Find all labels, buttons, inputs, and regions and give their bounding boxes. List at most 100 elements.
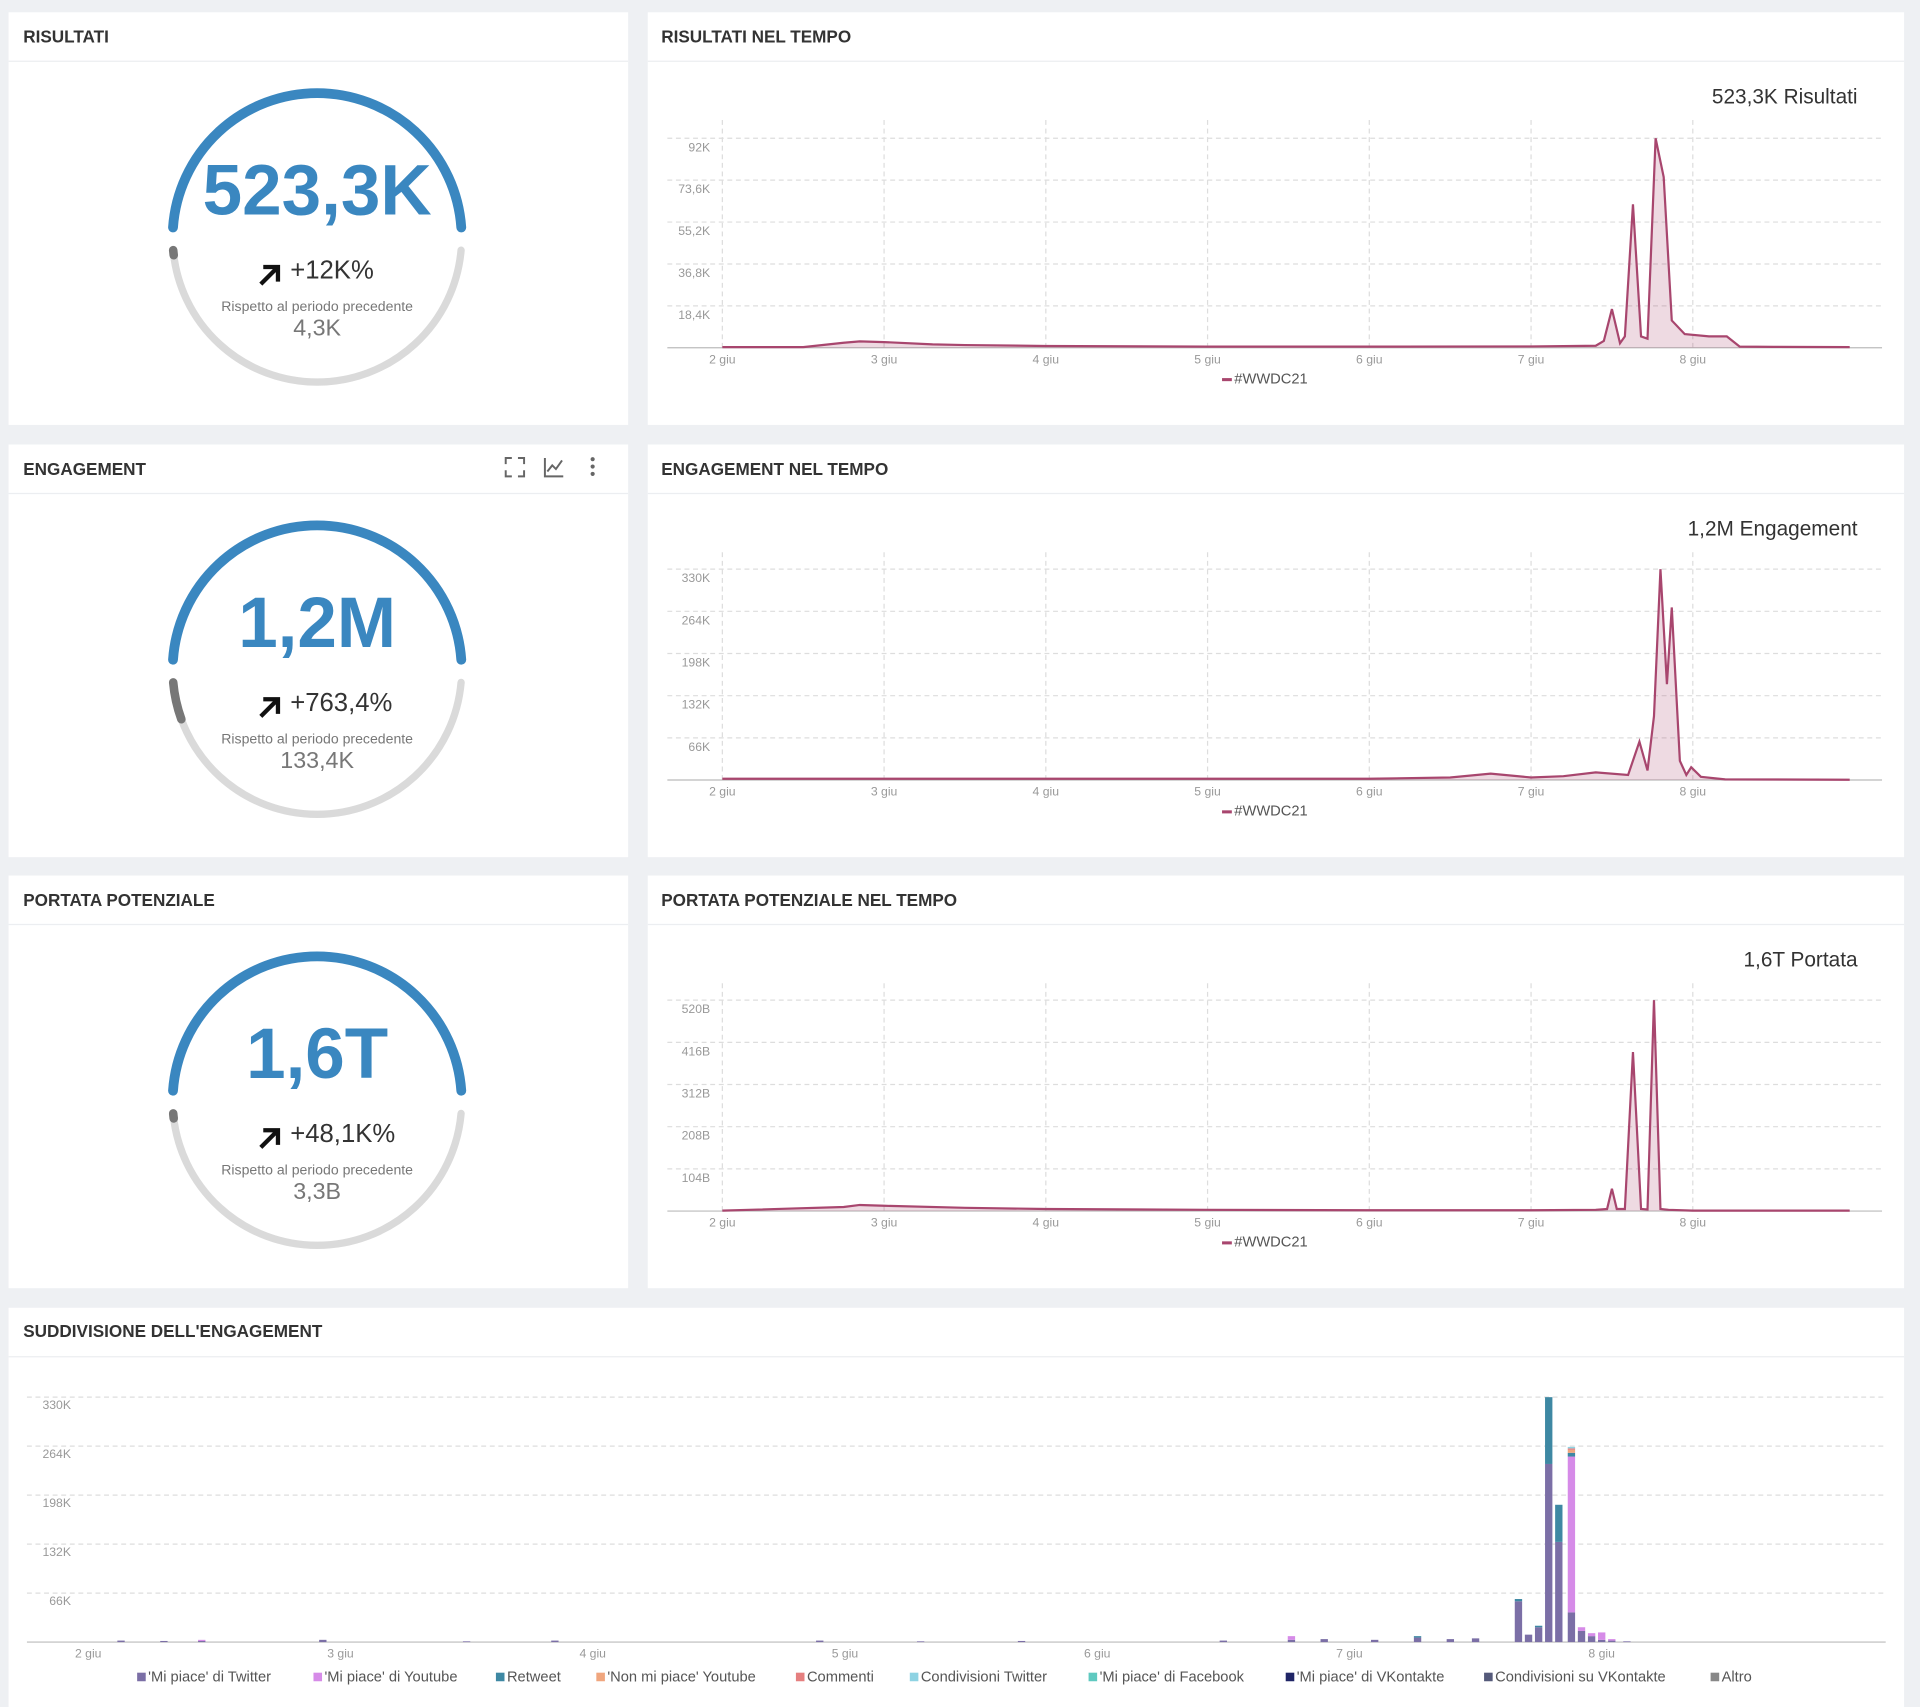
gauge-previous-value: 133,4K [280,747,354,773]
bar-segment [1534,1627,1543,1643]
bar-segment [1534,1625,1543,1628]
card-title: PORTATA POTENZIALE [23,890,215,910]
gauge-value: 523,3K [203,152,432,231]
legend-swatch [1088,1672,1098,1682]
bar-segment [1413,1636,1422,1638]
gauge-comparison: Rispetto al periodo precedente [221,1161,413,1177]
card [8,1307,1905,1707]
gauge-change: +12K% [290,257,374,285]
bar-segment [1514,1599,1523,1602]
x-tick-label: 6 giu [1356,1216,1383,1230]
bar-segment [1370,1639,1379,1643]
x-tick-label: 6 giu [1084,1647,1111,1661]
x-tick-label: 7 giu [1518,352,1545,366]
bar-segment [916,1641,925,1643]
y-tick-label: 73,6K [678,182,711,196]
legend-swatch [795,1672,805,1682]
card-title: RISULTATI NEL TEMPO [661,27,851,47]
y-tick-label: 330K [42,1398,71,1412]
bar-segment [1623,1641,1631,1643]
bar-segment [1567,1456,1576,1613]
x-tick-label: 2 giu [709,785,736,799]
gauge-track [169,246,465,386]
legend-swatch [313,1672,323,1682]
card-title: SUDDIVISIONE DELL'ENGAGEMENT [23,1321,323,1341]
gauge-previous [168,1109,179,1123]
bar-segment [198,1640,206,1643]
card-title: ENGAGEMENT NEL TEMPO [661,459,888,479]
chart-icon[interactable] [543,457,564,478]
expand-icon[interactable] [504,457,526,478]
card [8,444,629,858]
y-tick-label: 66K [49,1594,72,1608]
y-tick-label: 198K [682,656,711,670]
bar-segment [1219,1640,1227,1643]
legend-label: 'Non mi piace' Youtube [607,1669,756,1685]
x-tick-label: 8 giu [1680,785,1707,799]
card [8,12,629,425]
bar-segment [1608,1640,1616,1643]
x-tick-label: 5 giu [1194,352,1221,366]
y-tick-label: 330K [682,571,711,585]
y-tick-label: 416B [682,1044,711,1058]
bar-segment [1587,1633,1596,1637]
x-tick-label: 4 giu [1033,352,1060,366]
x-tick-label: 5 giu [1194,1216,1221,1230]
y-tick-label: 132K [682,698,711,712]
bar-segment [1555,1541,1563,1643]
bar-segment [1320,1639,1328,1643]
y-tick-label: 36,8K [678,266,711,280]
trend-arrow [259,1128,281,1149]
y-tick-label: 66K [688,740,711,754]
y-tick-label: 312B [682,1087,711,1101]
bar-segment [551,1640,559,1643]
menu-icon[interactable] [590,457,595,476]
bar-segment [1587,1636,1596,1643]
bar-segment [1577,1630,1586,1643]
bar-segment [117,1640,125,1643]
bar-segment [1524,1634,1533,1643]
gauge-previous [168,245,179,260]
line [722,138,1850,349]
gauge-arc [168,951,467,1096]
gauge-track [169,1109,465,1249]
gauge-change: +48,1K% [290,1120,395,1148]
bar-segment [1471,1638,1480,1643]
x-tick-label: 4 giu [579,1647,606,1661]
card [8,875,629,1289]
legend-swatch [909,1672,919,1682]
y-tick-label: 264K [682,613,711,627]
bar-segment [1287,1636,1296,1640]
engagement-tools[interactable] [504,457,595,478]
x-tick-label: 6 giu [1356,352,1383,366]
legend-swatch [1285,1672,1295,1682]
x-tick-label: 8 giu [1588,1647,1615,1661]
legend-label: 'Mi piace' di Youtube [324,1669,457,1685]
chart-total: 523,3K Risultati [1712,85,1858,108]
x-tick-label: 4 giu [1033,785,1060,799]
legend-label: #WWDC21 [1234,804,1307,820]
bar-segment [319,1639,327,1643]
chart-total: 1,6T Portata [1743,949,1858,972]
bar-segment [1287,1639,1296,1643]
x-tick-label: 8 giu [1680,1216,1707,1230]
gauge-comparison: Rispetto al periodo precedente [221,298,413,314]
x-tick-label: 5 giu [1194,785,1221,799]
gauge-comparison: Rispetto al periodo precedente [221,730,413,746]
bar-segment [1567,1449,1576,1453]
y-tick-label: 198K [42,1496,71,1510]
bar-segment [1413,1637,1422,1643]
x-tick-label: 2 giu [709,1216,736,1230]
bar-segment [1555,1504,1563,1542]
x-tick-label: 4 giu [1033,1216,1060,1230]
legend-label: #WWDC21 [1234,371,1307,387]
bar-segment [198,1639,206,1641]
legend-label: 'Mi piace' di Twitter [148,1669,271,1685]
x-tick-label: 2 giu [75,1647,102,1661]
bar-segment [1598,1639,1606,1643]
legend-swatch [596,1672,605,1682]
gauge-change: +763,4% [290,689,392,717]
trend-arrow [259,264,281,286]
y-tick-label: 208B [682,1129,711,1143]
